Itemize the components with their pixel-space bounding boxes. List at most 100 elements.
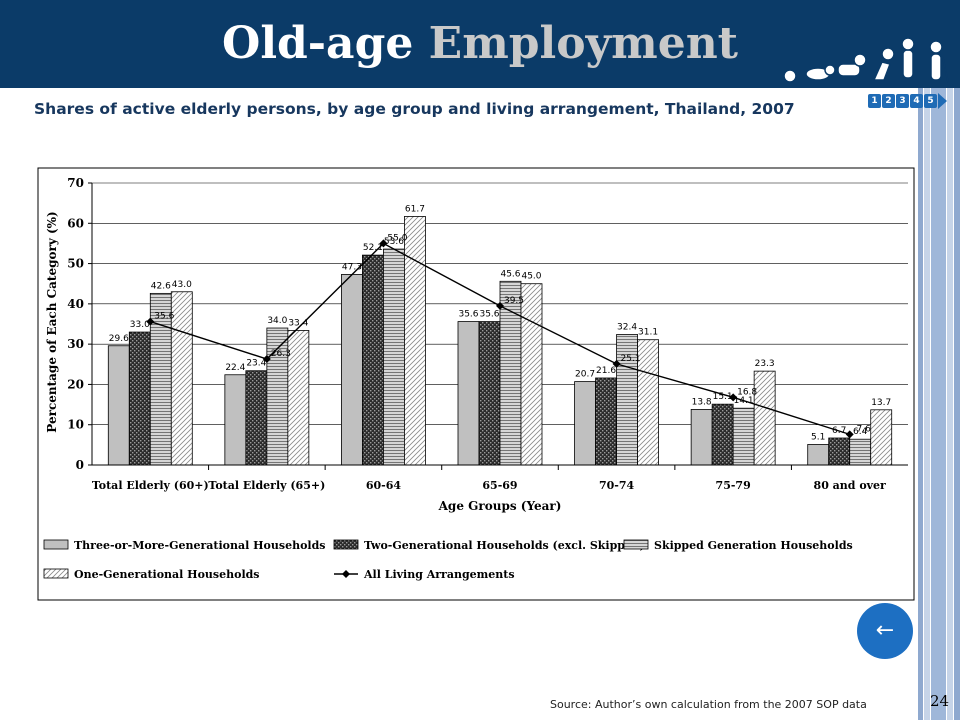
bar-value-label: 52.1 [363,243,383,253]
x-tick-label: 75-79 [716,479,751,492]
line-marker [845,430,854,439]
nav-page-2[interactable]: 2 [882,94,895,108]
bar [595,377,617,466]
title-word-old-age: Old-age [221,18,414,69]
bar [870,409,893,466]
chart-subtitle: Shares of active elderly persons, by age… [34,100,795,118]
legend-marker [342,570,350,578]
bar [807,444,830,466]
line-marker [262,355,271,364]
bar [520,283,543,466]
bar-value-label: 23.3 [755,359,775,369]
bar [224,374,247,466]
bar-value-label: 21.6 [596,366,616,376]
life-stages-illustration-icon [783,37,949,83]
bar [341,274,363,466]
bar-value-label: 23.4 [246,359,266,369]
nav-page-3[interactable]: 3 [896,94,909,108]
bar [128,331,151,466]
line-marker [146,317,155,326]
bar [170,291,193,466]
x-tick-label: 65-69 [482,479,517,492]
y-tick-label: 20 [67,377,84,391]
line-marker [379,239,388,248]
y-tick-label: 70 [67,176,84,190]
bar-value-label: 34.0 [267,316,287,326]
bar-value-label: 6.7 [832,426,846,436]
bar [478,321,501,466]
legend-label: Skipped Generation Households [654,539,853,552]
page-title: Old-age Employment [0,14,960,74]
bar-value-label: 14.1 [734,396,754,406]
page-number: 24 [930,692,950,710]
legend-label: Two-Generational Households (excl. Skipp… [364,539,645,552]
bar [457,321,480,466]
line-value-label: 39.5 [504,296,524,306]
bar-value-label: 29.6 [109,334,129,344]
bar [828,437,851,466]
bar-value-label: 35.6 [479,310,499,320]
x-tick-label: 70-74 [599,479,635,492]
line-value-label: 25.1 [621,354,641,364]
line-marker [729,393,738,402]
bar-value-label: 33.4 [288,318,308,328]
legend-swatch [333,539,359,550]
chart-frame [37,167,915,601]
bar-value-label: 32.4 [617,322,637,332]
bar [690,409,713,466]
x-tick-label: 80 and over [814,479,887,492]
x-tick-label: Total Elderly (60+) [92,479,209,492]
line-value-label: 55.0 [387,233,407,243]
back-button[interactable]: ← [857,603,913,659]
bar [637,339,659,466]
legend-label: All Living Arrangements [363,568,515,581]
bar-value-label: 20.7 [575,370,595,380]
bar-value-label: 15.1 [713,392,733,402]
bar-value-label: 42.6 [151,281,171,291]
bar [753,370,776,466]
legend-label: Three-or-More-Generational Households [74,539,325,552]
bar [849,438,872,466]
x-axis-label: Age Groups (Year) [438,499,562,513]
y-tick-label: 10 [67,418,84,432]
bar [574,381,596,466]
y-tick-label: 40 [67,297,84,311]
nav-page-1[interactable]: 1 [868,94,881,108]
bar [287,330,310,466]
bar [362,254,384,466]
bar-value-label: 47.3 [342,262,362,272]
bar-value-label: 45.6 [500,269,520,279]
bar-value-label: 22.4 [225,363,245,373]
header-bar [0,0,960,88]
slide-navigation[interactable]: 1 2 3 4 5 [868,93,947,110]
bar-value-label: 6.4 [853,427,868,437]
bar-value-label: 13.7 [871,398,891,408]
legend-label: One-Generational Households [74,568,260,581]
nav-page-4[interactable]: 4 [910,94,923,108]
y-tick-label: 60 [67,216,84,230]
bar [499,280,522,466]
bar [245,370,268,466]
right-decorative-bar [918,88,960,720]
line-value-label: 35.6 [154,312,174,322]
bar [711,403,734,466]
bar [732,407,755,466]
left-arrow-icon: ← [875,618,895,643]
source-note: Source: Author’s own calculation from th… [550,698,867,711]
bar-value-label: 33.0 [130,320,150,330]
nav-page-5[interactable]: 5 [924,94,937,108]
title-word-employment: Employment [428,18,739,69]
bar [404,216,426,466]
y-axis-label: Percentage of Each Category (%) [45,211,59,432]
nav-next-arrow-icon[interactable] [938,93,947,109]
y-tick-label: 50 [67,257,84,271]
line-value-label: 7.6 [857,424,872,434]
bar-value-label: 61.7 [405,204,425,214]
line-marker [496,301,504,310]
bar-value-label: 43.0 [172,280,192,290]
bar-value-label: 5.1 [811,432,825,442]
line-marker [612,359,621,368]
x-tick-label: Total Elderly (65+) [208,479,325,492]
line-value-label: 16.8 [737,387,757,397]
